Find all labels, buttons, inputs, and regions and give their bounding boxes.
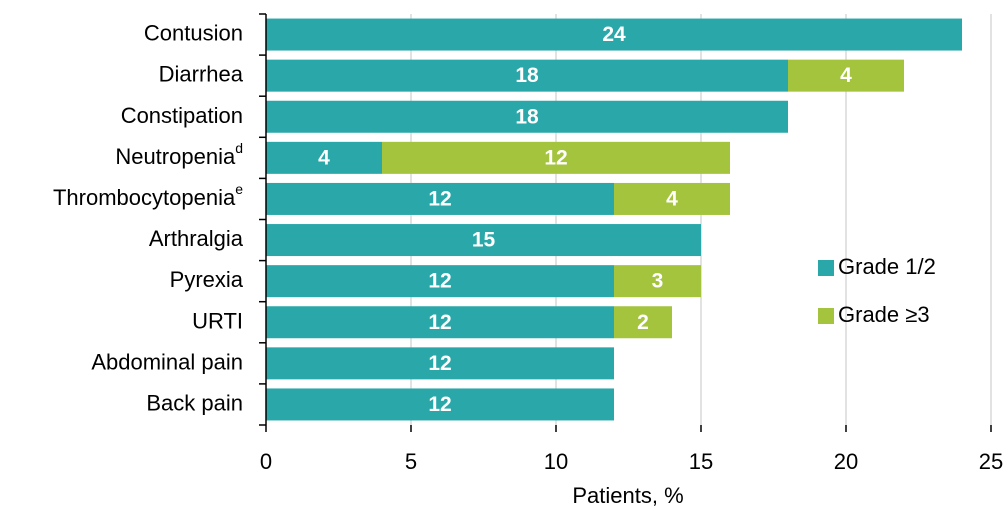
bar	[266, 224, 701, 257]
value-label: 4	[318, 146, 330, 169]
value-label: 24	[602, 23, 626, 46]
category-name: Contusion	[144, 20, 243, 45]
category-name: Constipation	[121, 103, 243, 128]
x-tick-label: 5	[405, 449, 417, 474]
category-name: Pyrexia	[170, 267, 244, 292]
category-superscript: e	[235, 181, 243, 197]
y-tick-label: Contusion	[144, 20, 243, 45]
y-tick-label: Abdominal pain	[91, 349, 243, 374]
y-tick-label: Back pain	[146, 390, 243, 415]
value-label: 4	[666, 187, 678, 210]
x-tick-label: 20	[834, 449, 858, 474]
value-label: 2	[637, 311, 649, 334]
value-label: 12	[544, 146, 567, 169]
value-label: 12	[428, 311, 451, 334]
legend-label: Grade ≥3	[838, 302, 930, 327]
bar	[614, 306, 672, 339]
y-tick-label: Thrombocytopeniae	[53, 181, 243, 210]
legend-label: Grade 1/2	[838, 254, 936, 279]
category-name: Neutropenia	[115, 144, 236, 169]
x-tick-label: 10	[544, 449, 568, 474]
category-superscript: d	[235, 140, 243, 156]
category-name: Abdominal pain	[91, 349, 243, 374]
y-tick-label: Diarrhea	[159, 61, 244, 86]
value-label: 12	[428, 352, 451, 375]
value-label: 15	[472, 229, 496, 252]
category-name: Diarrhea	[159, 61, 244, 86]
bar	[266, 182, 614, 215]
bar	[382, 141, 730, 174]
value-label: 4	[840, 64, 852, 87]
y-tick-label: Pyrexia	[170, 267, 244, 292]
x-tick-label: 15	[689, 449, 713, 474]
bar	[614, 182, 730, 215]
value-label: 12	[428, 270, 451, 293]
bar	[266, 59, 788, 92]
bar	[266, 100, 788, 133]
value-label: 18	[515, 64, 539, 87]
y-tick-label: URTI	[192, 308, 243, 333]
x-axis-label: Patients, %	[572, 483, 683, 508]
bar	[266, 306, 614, 339]
category-name: URTI	[192, 308, 243, 333]
y-tick-label: Constipation	[121, 103, 243, 128]
value-label: 12	[428, 187, 451, 210]
x-tick-label: 25	[979, 449, 1003, 474]
value-label: 18	[515, 105, 539, 128]
legend-swatch	[818, 308, 834, 324]
value-label: 3	[652, 270, 664, 293]
bar	[266, 347, 614, 380]
category-name: Back pain	[146, 390, 243, 415]
bar	[788, 59, 904, 92]
category-name: Arthralgia	[149, 226, 244, 251]
y-tick-label: Arthralgia	[149, 226, 244, 251]
value-label: 12	[428, 393, 451, 416]
bar	[266, 141, 382, 174]
bar	[266, 265, 614, 298]
bar	[266, 18, 962, 51]
y-tick-label: Neutropeniad	[115, 140, 243, 169]
bar	[614, 265, 701, 298]
x-tick-label: 0	[260, 449, 272, 474]
legend-swatch	[818, 260, 834, 276]
bar	[266, 388, 614, 421]
category-name: Thrombocytopenia	[53, 185, 236, 210]
